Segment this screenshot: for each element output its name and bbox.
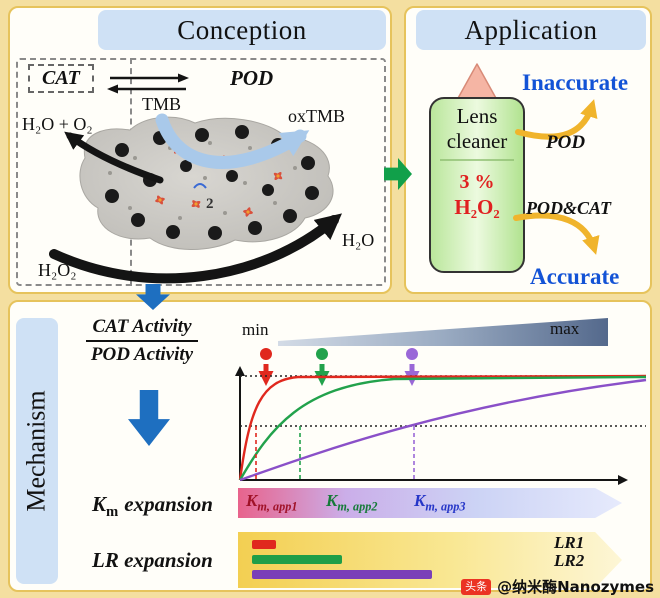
arrow-to-inaccurate-icon (515, 99, 598, 140)
application-panel: Application Inaccurate POD (404, 6, 652, 294)
h2o-o2-label: H₂O + O₂ (22, 114, 93, 134)
conception-panel: Conception (8, 6, 392, 294)
km-app2-label: Km, app2 (326, 491, 377, 514)
equilibrium-arrows-icon (107, 73, 189, 94)
km1-sub: m, app1 (257, 499, 298, 514)
bottle-body (429, 97, 525, 273)
conception-header: Conception (98, 10, 386, 50)
h2o-label: H₂O (342, 230, 375, 250)
ratio-denominator: POD Activity (90, 344, 194, 365)
cat-label: CAT (28, 64, 94, 93)
lr-bar-purple (252, 570, 432, 579)
mechanism-panel: Mechanism CAT Activity POD Activity min … (8, 300, 652, 592)
watermark: 头条 @纳米酶Nanozymes (461, 576, 654, 597)
arrow-to-h2o-o2-icon (64, 131, 164, 184)
pod-route-label: POD (546, 132, 586, 153)
ratio-numerator: CAT Activity (86, 316, 198, 342)
curve-green (238, 375, 647, 481)
km2-sub: m, app2 (337, 499, 378, 514)
blob-number-label: 2 (206, 196, 214, 212)
lr-expansion-label: LR expansion (92, 548, 213, 572)
km-app3-label: Km, app3 (414, 491, 465, 514)
lr-bar-red (252, 540, 276, 549)
conception-graphics (49, 73, 342, 284)
conception-title: Conception (177, 14, 307, 45)
km-expansion-label: Km expansion (92, 492, 213, 521)
curve-red (238, 374, 647, 481)
tmb-label: TMB (142, 94, 182, 114)
min-label: min (242, 320, 269, 339)
bottle-label-text: Lens cleaner 3 % H₂O₂ (430, 104, 524, 220)
accurate-label: Accurate (530, 264, 620, 289)
h2o2-label: H₂O₂ (38, 260, 77, 280)
km3-sub: m, app3 (425, 499, 466, 514)
lr2-label: LR2 (554, 551, 585, 570)
km-word: expansion (124, 492, 213, 516)
lr-expansion-band: LR1 LR2 (238, 532, 622, 588)
km-base: K (92, 492, 107, 516)
kinetics-plot (235, 366, 647, 485)
application-header: Application (416, 10, 646, 50)
watermark-handle: @纳米酶Nanozymes (497, 578, 654, 596)
arrow-tmb-to-oxtmb-icon (155, 113, 310, 169)
lens-cleaner-bottle (429, 63, 525, 273)
mechanism-header: Mechanism (16, 318, 58, 584)
bottle-line2: cleaner (446, 129, 508, 153)
max-label: max (550, 319, 580, 338)
km-sub: m (106, 504, 119, 521)
arrow-h2o2-to-h2o-icon (49, 213, 342, 284)
bottle-percent: 3 % (459, 171, 495, 193)
pod-label: POD (230, 66, 274, 90)
km-expansion-band: Km, app1 Km, app2 Km, app3 (238, 488, 622, 518)
bottle-line1: Lens (456, 104, 498, 128)
nanoparticle-dots (105, 125, 319, 240)
curve-purple (239, 378, 647, 482)
arrow-to-accurate-icon (513, 212, 600, 255)
lr1-label: LR1 (554, 533, 585, 552)
application-title: Application (464, 14, 598, 45)
oxtmb-label: oxTMB (288, 106, 346, 126)
toutiao-logo-icon: 头条 (461, 578, 492, 595)
km1-base: K (246, 491, 258, 510)
km3-base: K (414, 491, 426, 510)
ratio-markers (258, 348, 420, 386)
lr-bar-green (252, 555, 342, 564)
inaccurate-label: Inaccurate (522, 70, 629, 95)
application-graphics (429, 63, 600, 273)
pod-cat-route-label: POD&CAT (526, 198, 612, 218)
mechanism-graphics (235, 348, 647, 485)
activity-ratio: CAT Activity POD Activity (64, 316, 220, 366)
bottle-h2o2: H₂O₂ (454, 195, 500, 219)
bottle-cap-icon (456, 63, 498, 101)
km-app1-label: Km, app1 (246, 491, 297, 514)
km2-base: K (326, 491, 338, 510)
